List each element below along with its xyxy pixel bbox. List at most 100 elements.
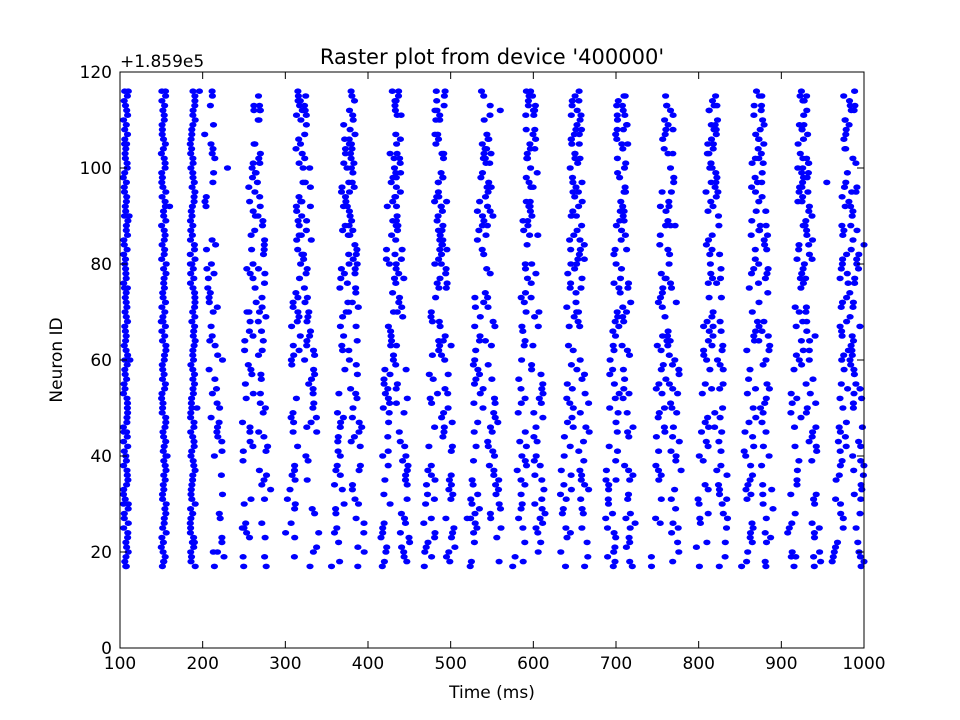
spike-point (159, 107, 167, 114)
spike-point (300, 256, 308, 263)
spike-point (294, 309, 302, 315)
spike-point (159, 146, 167, 152)
spike-point (624, 429, 632, 435)
spike-point (307, 419, 315, 426)
spike-point (401, 520, 410, 526)
spike-point (122, 222, 130, 229)
spike-point (159, 429, 167, 435)
spike-point (619, 203, 627, 210)
spike-point (186, 251, 194, 258)
spike-point (189, 390, 197, 397)
spike-point (386, 371, 394, 378)
spike-point (161, 323, 169, 330)
spike-point (743, 558, 751, 565)
spike-point (260, 280, 269, 287)
spike-point (158, 256, 166, 263)
spike-point (287, 520, 295, 526)
spike-point (696, 520, 705, 526)
spike-point (189, 309, 197, 315)
spike-point (256, 203, 264, 210)
spike-point (704, 486, 712, 493)
y-tick-label: 80 (90, 255, 112, 275)
spike-point (393, 112, 401, 118)
spike-point (578, 472, 586, 479)
spike-point (723, 496, 731, 503)
spike-point (853, 261, 861, 267)
spike-point (790, 563, 798, 570)
spike-point (532, 453, 540, 459)
spike-point (537, 539, 545, 546)
spike-point (355, 429, 363, 435)
spike-point (124, 112, 132, 118)
spike-point (496, 107, 504, 114)
spike-point (805, 357, 813, 363)
spike-point (605, 486, 613, 493)
spike-point (795, 242, 803, 248)
spike-point (519, 328, 527, 335)
spike-point (749, 525, 757, 531)
spike-point (755, 198, 763, 205)
spike-point (484, 362, 492, 368)
spike-point (847, 203, 855, 210)
spike-point (852, 525, 860, 531)
spike-point (706, 261, 715, 267)
x-tick-label: 100 (104, 654, 136, 674)
spike-point (403, 496, 411, 503)
spike-point (717, 448, 725, 455)
spike-point (206, 338, 214, 344)
spike-point (839, 232, 847, 238)
spike-point (610, 347, 618, 354)
spike-point (190, 424, 198, 431)
spike-point (158, 304, 166, 311)
spike-point (189, 174, 197, 181)
spike-point (484, 443, 492, 450)
spike-point (580, 256, 588, 263)
spike-point (569, 424, 577, 431)
spike-point (534, 530, 542, 536)
spike-point (485, 462, 493, 469)
spike-point (295, 222, 303, 229)
spike-point (434, 179, 442, 186)
spike-point (577, 285, 585, 291)
spike-point (124, 443, 132, 450)
spike-point (721, 539, 729, 546)
spike-point (823, 179, 831, 186)
spike-point (712, 131, 720, 138)
spike-point (211, 342, 219, 349)
spike-point (719, 510, 727, 517)
spike-point (803, 107, 811, 114)
spike-point (120, 117, 128, 123)
spike-point (718, 501, 726, 507)
spike-point (806, 338, 814, 344)
spike-point (288, 362, 296, 368)
spike-point (655, 477, 663, 483)
spike-point (848, 213, 856, 219)
spike-point (486, 270, 494, 277)
spike-point (382, 246, 391, 253)
spike-point (390, 165, 399, 171)
spike-point (618, 102, 627, 109)
spike-point (252, 299, 260, 306)
spike-point (516, 438, 524, 445)
spike-point (395, 88, 403, 94)
spike-point (120, 242, 128, 248)
spike-point (793, 467, 802, 474)
spike-point (578, 506, 586, 512)
spike-point (160, 213, 168, 219)
spike-point (392, 342, 401, 349)
spike-point (434, 189, 442, 195)
spike-point (707, 198, 715, 205)
spike-point (385, 419, 393, 426)
spike-point (123, 395, 131, 402)
spike-point (572, 299, 580, 306)
spike-point (515, 515, 523, 522)
spike-point (744, 482, 752, 488)
spike-point (428, 352, 436, 359)
spike-point (360, 520, 368, 526)
spike-point (563, 419, 572, 426)
spike-point (699, 458, 707, 464)
spike-point (740, 448, 748, 455)
spike-point (858, 395, 866, 402)
spike-point (193, 405, 201, 411)
spike-point (621, 462, 629, 469)
